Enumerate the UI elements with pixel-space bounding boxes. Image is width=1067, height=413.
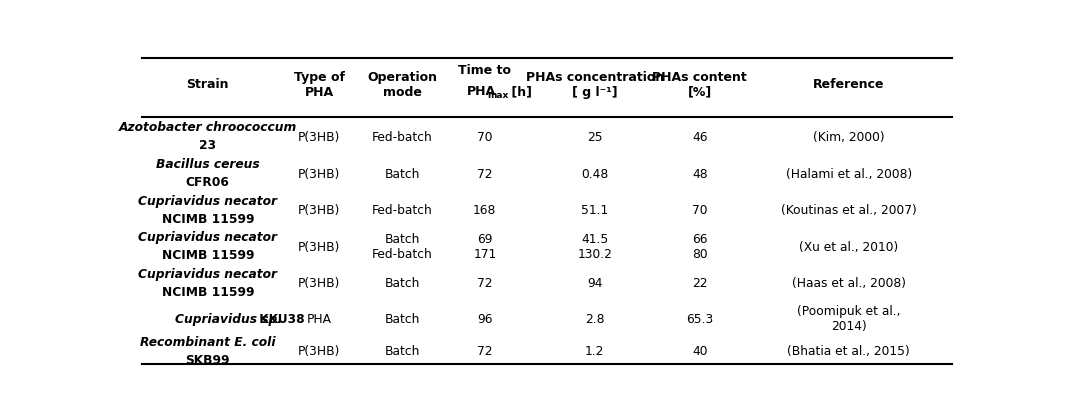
- Text: 40: 40: [692, 344, 707, 358]
- Text: PHAs content
[%]: PHAs content [%]: [652, 71, 747, 99]
- Text: 69
171: 69 171: [473, 233, 496, 261]
- Text: 41.5
130.2: 41.5 130.2: [577, 233, 612, 261]
- Text: Azotobacter chroococcum: Azotobacter chroococcum: [118, 121, 297, 134]
- Text: 25: 25: [587, 131, 603, 143]
- Text: Batch: Batch: [384, 277, 419, 290]
- Text: Batch: Batch: [384, 167, 419, 180]
- Text: 70: 70: [692, 204, 707, 217]
- Text: (Halami et al., 2008): (Halami et al., 2008): [785, 167, 912, 180]
- Text: Cupriavidus necator: Cupriavidus necator: [139, 267, 277, 280]
- Text: 65.3: 65.3: [686, 312, 714, 325]
- Text: Bacillus cereus: Bacillus cereus: [156, 157, 259, 171]
- Text: P(3HB): P(3HB): [299, 204, 340, 217]
- Text: P(3HB): P(3HB): [299, 277, 340, 290]
- Text: 0.48: 0.48: [582, 167, 608, 180]
- Text: 23: 23: [200, 139, 217, 152]
- Text: 72: 72: [477, 344, 493, 358]
- Text: Operation
mode: Operation mode: [367, 71, 437, 99]
- Text: Recombinant E. coli: Recombinant E. coli: [140, 335, 275, 348]
- Text: Reference: Reference: [813, 78, 885, 91]
- Text: SKB99: SKB99: [186, 353, 230, 366]
- Text: PHA: PHA: [307, 312, 332, 325]
- Text: Batch: Batch: [384, 344, 419, 358]
- Text: Cupriavidus necator: Cupriavidus necator: [139, 194, 277, 207]
- Text: Time to: Time to: [459, 64, 511, 77]
- Text: NCIMB 11599: NCIMB 11599: [161, 212, 254, 225]
- Text: P(3HB): P(3HB): [299, 167, 340, 180]
- Text: Type of
PHA: Type of PHA: [293, 71, 345, 99]
- Text: (Xu et al., 2010): (Xu et al., 2010): [799, 240, 898, 253]
- Text: PHA: PHA: [466, 85, 496, 98]
- Text: 51.1: 51.1: [582, 204, 608, 217]
- Text: [h]: [h]: [507, 85, 532, 98]
- Text: Batch: Batch: [384, 312, 419, 325]
- Text: Strain: Strain: [187, 78, 229, 91]
- Text: (Koutinas et al., 2007): (Koutinas et al., 2007): [781, 204, 917, 217]
- Text: NCIMB 11599: NCIMB 11599: [161, 285, 254, 298]
- Text: 72: 72: [477, 167, 493, 180]
- Text: 72: 72: [477, 277, 493, 290]
- Text: Batch
Fed-batch: Batch Fed-batch: [371, 233, 432, 261]
- Text: CFR06: CFR06: [186, 176, 229, 189]
- Text: NCIMB 11599: NCIMB 11599: [161, 249, 254, 262]
- Text: P(3HB): P(3HB): [299, 240, 340, 253]
- Text: (Poomipuk et al.,
2014): (Poomipuk et al., 2014): [797, 304, 901, 332]
- Text: (Haas et al., 2008): (Haas et al., 2008): [792, 277, 906, 290]
- Text: PHAs concentration
[ g l⁻¹]: PHAs concentration [ g l⁻¹]: [526, 71, 664, 99]
- Text: Cupriavidus necator: Cupriavidus necator: [139, 231, 277, 244]
- Text: (Kim, 2000): (Kim, 2000): [813, 131, 885, 143]
- Text: 94: 94: [587, 277, 603, 290]
- Text: 2.8: 2.8: [585, 312, 605, 325]
- Text: 46: 46: [692, 131, 707, 143]
- Text: 66
80: 66 80: [692, 233, 707, 261]
- Text: max: max: [488, 91, 509, 100]
- Text: 168: 168: [473, 204, 496, 217]
- Text: 70: 70: [477, 131, 493, 143]
- Text: Fed-batch: Fed-batch: [371, 204, 432, 217]
- Text: (Bhatia et al., 2015): (Bhatia et al., 2015): [787, 344, 910, 358]
- Text: P(3HB): P(3HB): [299, 344, 340, 358]
- Text: KKU38: KKU38: [255, 312, 304, 325]
- Text: 1.2: 1.2: [585, 344, 605, 358]
- Text: Cupriavidus sp.: Cupriavidus sp.: [175, 312, 282, 325]
- Text: 22: 22: [692, 277, 707, 290]
- Text: P(3HB): P(3HB): [299, 131, 340, 143]
- Text: 96: 96: [477, 312, 493, 325]
- Text: Fed-batch: Fed-batch: [371, 131, 432, 143]
- Text: 48: 48: [692, 167, 707, 180]
